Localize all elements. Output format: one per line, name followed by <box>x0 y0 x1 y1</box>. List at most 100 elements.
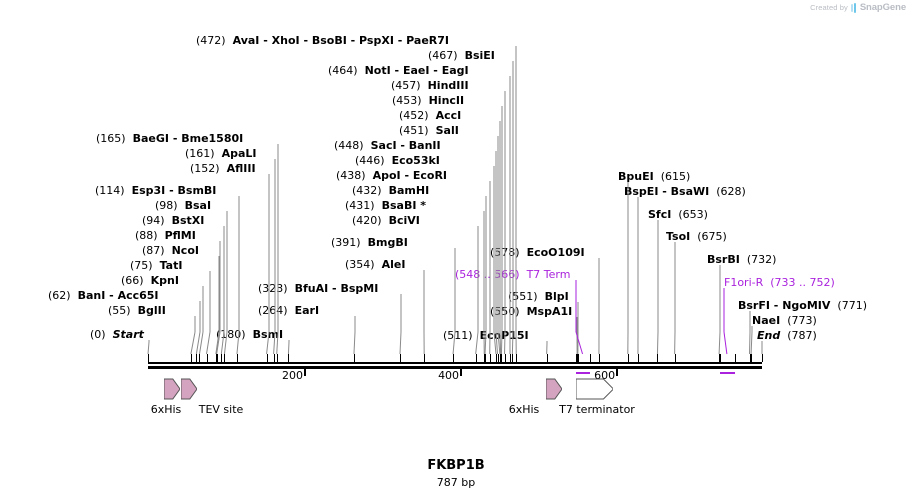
feature-arrow-label-6xhis-2: 6xHis <box>508 403 540 416</box>
snapgene-watermark: Created by SnapGene <box>810 2 906 13</box>
cut-tick <box>627 354 629 362</box>
enzyme-site-label-bglii[interactable]: (55) BglII <box>108 305 166 316</box>
enzyme-site-label-bsrbi[interactable]: BsrBI (732) <box>707 254 776 265</box>
enzyme-site-label-ecoo109i[interactable]: (578) EcoO109I <box>490 247 585 258</box>
enzyme-name: BamHI <box>388 184 430 197</box>
enzyme-site-label-hincii[interactable]: (453) HincII <box>392 95 464 106</box>
enzyme-site-label-pflmi[interactable]: (88) PflMI <box>135 230 196 241</box>
enzyme-name: Acc65I <box>117 289 159 302</box>
leader-sfci-join <box>656 331 659 355</box>
enzyme-name: NcoI <box>171 244 199 257</box>
enzyme-site-label-kpni[interactable]: (66) KpnI <box>121 275 179 286</box>
backbone-line-bottom <box>148 366 762 369</box>
site-position: (114) <box>95 184 125 197</box>
enzyme-site-label-bfuai[interactable]: (323) BfuAI - BspMI <box>258 283 378 294</box>
site-position: (771) <box>837 299 867 312</box>
enzyme-name: BspEI <box>624 185 659 198</box>
snapgene-logo-icon <box>850 2 857 13</box>
site-position: (431) <box>345 199 375 212</box>
enzyme-site-label-bamhi[interactable]: (432) BamHI <box>352 185 429 196</box>
cut-tick <box>751 354 753 362</box>
site-position: (165) <box>96 132 126 145</box>
enzyme-name: BstXI <box>171 214 205 227</box>
enzyme-site-label-baegi[interactable]: (165) BaeGI - Bme1580I <box>96 133 243 144</box>
enzyme-site-label-avai[interactable]: (472) AvaI - XhoI - BsoBI - PspXI - PaeR… <box>196 35 449 46</box>
enzyme-site-label-saci[interactable]: (448) SacI - BanII <box>334 140 441 151</box>
cut-tick <box>516 354 518 362</box>
feature-label-t7-term[interactable]: (548 .. 566) T7 Term <box>455 269 570 280</box>
enzyme-site-label-bsiei[interactable]: (467) BsiEI <box>428 50 495 61</box>
site-position: (354) <box>345 258 375 271</box>
enzyme-site-label-bsmi[interactable]: (180) BsmI <box>216 329 283 340</box>
enzyme-name: SfcI <box>648 208 672 221</box>
enzyme-site-label-bstxi[interactable]: (94) BstXI <box>142 215 204 226</box>
cut-tick <box>266 354 268 362</box>
cut-tick <box>598 354 600 362</box>
enzyme-name: NgoMIV <box>782 299 831 312</box>
enzyme-site-label-apoi[interactable]: (438) ApoI - EcoRI <box>336 170 447 181</box>
feature-t7-terminator-3[interactable] <box>575 378 614 404</box>
enzyme-site-label-sali[interactable]: (451) SalI <box>399 125 459 136</box>
enzyme-name: BsoBI <box>311 34 347 47</box>
enzyme-site-label-eari[interactable]: (264) EarI <box>258 305 319 316</box>
enzyme-site-label-bmgbi[interactable]: (391) BmgBI <box>331 237 408 248</box>
cut-tick <box>475 354 477 362</box>
site-position: (615) <box>660 170 691 183</box>
enzyme-site-label-tsoi[interactable]: TsoI (675) <box>666 231 727 242</box>
enzyme-site-label-esp3i[interactable]: (114) Esp3I - BsmBI <box>95 185 216 196</box>
enzyme-site-label-blpi[interactable]: (551) BlpI <box>508 291 569 302</box>
enzyme-site-label-bpuei[interactable]: BpuEI (615) <box>618 171 690 182</box>
cut-tick <box>749 354 751 362</box>
enzyme-site-label-ncoi[interactable]: (87) NcoI <box>142 245 199 256</box>
leader-bsrbi-join <box>718 331 721 355</box>
enzyme-site-label-sfci[interactable]: SfcI (653) <box>648 209 708 220</box>
enzyme-site-label-noti[interactable]: (464) NotI - EaeI - EagI <box>328 65 469 76</box>
enzyme-site-label-bsrfi[interactable]: BsrFI - NgoMIV (771) <box>738 300 867 311</box>
enzyme-site-label-bani[interactable]: (62) BanI - Acc65I <box>48 290 159 301</box>
enzyme-site-label-bsai[interactable]: (98) BsaI <box>155 200 211 211</box>
enzyme-site-label-bspei[interactable]: BspEI - BsaWI (628) <box>624 186 746 197</box>
leader-t7-term-join <box>575 331 584 355</box>
enzyme-site-label-bsabi[interactable]: (431) BsaBI * <box>345 200 426 211</box>
enzyme-site-label-afliii[interactable]: (152) AflIII <box>190 163 256 174</box>
cut-tick <box>637 354 639 362</box>
enzyme-name: EaeI <box>402 64 430 77</box>
cut-tick <box>276 354 278 362</box>
feature-6xhis-0[interactable] <box>163 378 181 404</box>
leader-naei-join <box>750 331 753 355</box>
site-position: (438) <box>336 169 366 182</box>
enzyme-site-label-eco53ki[interactable]: (446) Eco53kI <box>355 155 440 166</box>
enzyme-site-label-start[interactable]: (0) Start <box>90 329 144 340</box>
cut-tick <box>674 354 676 362</box>
name-separator: - <box>429 64 442 77</box>
enzyme-name: ApaLI <box>221 147 257 160</box>
site-position: (446) <box>355 154 385 167</box>
enzyme-name: BciVI <box>388 214 420 227</box>
enzyme-name: BaeGI <box>132 132 169 145</box>
feature-label-f1ori-r[interactable]: F1ori-R (733 .. 752) <box>724 277 835 288</box>
enzyme-site-label-naei[interactable]: NaeI (773) <box>752 315 817 326</box>
site-position: (787) <box>787 329 817 342</box>
enzyme-site-label-acci[interactable]: (452) AccI <box>399 110 461 121</box>
site-position: (472) <box>196 34 226 47</box>
feature-tev-site-1[interactable] <box>180 378 198 404</box>
enzyme-site-label-apali[interactable]: (161) ApaLI <box>185 148 257 159</box>
cut-tick <box>196 354 198 362</box>
name-separator: - <box>396 139 409 152</box>
ruler-tick-200 <box>304 369 307 376</box>
enzyme-name: MspA1I <box>526 305 573 318</box>
enzyme-site-label-tati[interactable]: (75) TatI <box>130 260 182 271</box>
feature-6xhis-2[interactable] <box>545 378 563 404</box>
cut-tick <box>575 354 577 362</box>
enzyme-site-label-end[interactable]: End (787) <box>757 330 817 341</box>
enzyme-site-label-mspa1i[interactable]: (550) MspA1I <box>490 306 572 317</box>
enzyme-site-label-hindiii[interactable]: (457) HindIII <box>391 80 469 91</box>
arrow-icon <box>180 378 198 400</box>
cut-tick <box>221 354 223 362</box>
enzyme-site-label-alei[interactable]: (354) AleI <box>345 259 405 270</box>
cut-tick <box>501 354 503 362</box>
enzyme-site-label-bcivi[interactable]: (420) BciVI <box>352 215 420 226</box>
site-position: (66) <box>121 274 144 287</box>
cut-tick <box>577 354 579 362</box>
enzyme-site-label-ecop15i[interactable]: (511) EcoP15I <box>443 330 529 341</box>
